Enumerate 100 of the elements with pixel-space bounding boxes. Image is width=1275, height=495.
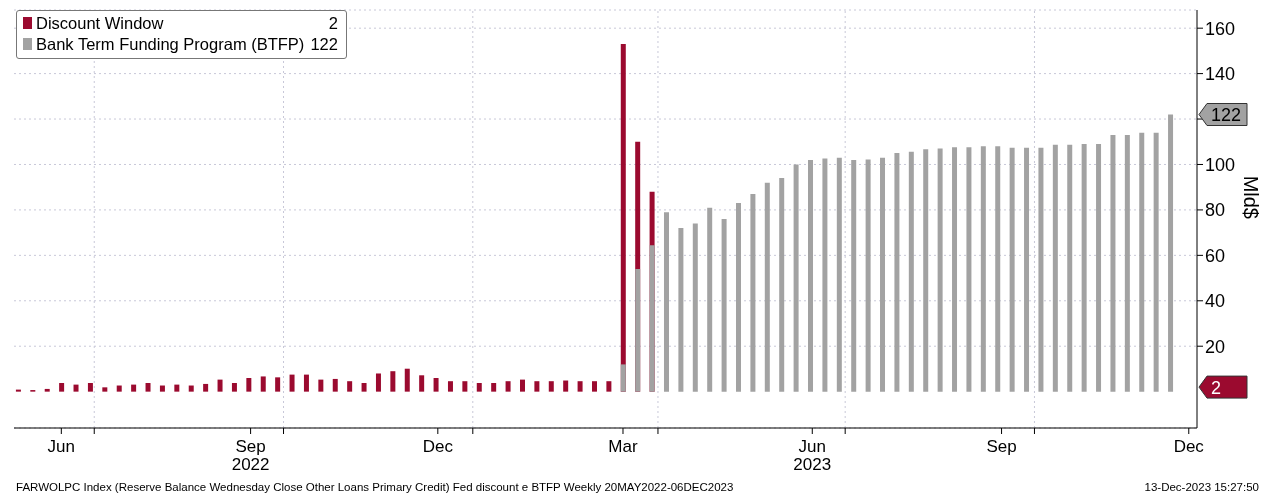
annotation: 122 xyxy=(1211,105,1242,125)
bar xyxy=(663,212,669,392)
bar xyxy=(1124,134,1130,392)
bar xyxy=(433,378,439,392)
bar xyxy=(591,381,597,392)
bar xyxy=(894,153,900,392)
bar xyxy=(1110,134,1116,392)
bar xyxy=(779,178,785,392)
bar xyxy=(159,385,165,392)
bar xyxy=(707,207,713,392)
bar xyxy=(375,373,381,392)
x-tick-label: Sep xyxy=(986,437,1017,457)
legend-label: Bank Term Funding Program (BTFP) xyxy=(36,34,305,55)
bar xyxy=(1168,114,1174,392)
bar xyxy=(131,384,137,392)
y-tick-label: 40 xyxy=(1205,291,1226,312)
bar xyxy=(880,157,886,392)
bar xyxy=(260,376,266,392)
bar xyxy=(548,381,554,392)
bar xyxy=(822,158,828,392)
bar xyxy=(361,383,367,392)
bar xyxy=(188,385,194,392)
bar xyxy=(390,371,396,392)
legend-label: Discount Window xyxy=(36,13,165,34)
bar xyxy=(347,381,353,392)
bar xyxy=(649,245,655,392)
bar xyxy=(534,381,540,392)
bar xyxy=(231,383,237,392)
x-tick-label: Jun 2023 xyxy=(793,437,832,475)
y-tick-label: 60 xyxy=(1205,245,1226,266)
bar xyxy=(908,151,914,392)
bar xyxy=(332,378,338,392)
bar xyxy=(462,381,468,392)
bar xyxy=(966,147,972,392)
bar xyxy=(116,385,122,392)
bar xyxy=(793,164,799,392)
bar xyxy=(102,387,108,392)
bar xyxy=(721,219,727,392)
bar xyxy=(692,223,698,392)
bar xyxy=(1153,132,1159,392)
bar xyxy=(289,374,295,392)
x-tick-label: Dec xyxy=(1173,437,1205,457)
bar xyxy=(764,182,770,392)
bar xyxy=(404,368,410,392)
bar xyxy=(606,381,612,392)
bar xyxy=(851,159,857,392)
bar xyxy=(952,147,958,392)
y-tick-label: 140 xyxy=(1205,64,1236,84)
bar xyxy=(1009,147,1015,392)
bar xyxy=(620,364,626,392)
bar xyxy=(1081,144,1087,392)
bar xyxy=(635,268,641,392)
bar xyxy=(865,159,871,392)
bar xyxy=(736,203,741,392)
bar xyxy=(1067,144,1073,392)
bar xyxy=(217,379,223,392)
x-tick-label: Mar xyxy=(608,437,638,457)
bar xyxy=(808,159,814,392)
bar xyxy=(505,381,511,392)
bar xyxy=(73,384,79,392)
bar xyxy=(203,383,209,392)
bar xyxy=(59,383,65,392)
text: 2 xyxy=(328,14,338,32)
bar xyxy=(995,146,1001,392)
bar xyxy=(563,380,569,392)
bar xyxy=(246,378,252,392)
bar xyxy=(15,389,21,392)
bar xyxy=(836,157,842,392)
x-tick-label: Sep 2022 xyxy=(231,437,270,475)
bar xyxy=(678,228,684,392)
bar xyxy=(519,379,525,392)
text: 13-Dec-2023 15:27:50 xyxy=(1144,480,1259,494)
bar xyxy=(275,377,281,392)
bar xyxy=(318,379,324,392)
bar xyxy=(447,381,453,392)
bar xyxy=(750,194,756,392)
text: FARWOLPC Index (Reserve Balance Wednesday Close Other Loans Primary Credit) Fed discount e BTFP Weekly 20MAY2022-06DEC2023 xyxy=(16,480,734,494)
bar xyxy=(1139,132,1145,392)
x-tick-label: Jun xyxy=(47,437,76,457)
y-tick-label: 100 xyxy=(1205,154,1236,175)
bar xyxy=(419,375,425,392)
bar xyxy=(44,388,50,392)
text: 122 xyxy=(310,35,338,53)
bar xyxy=(87,383,93,392)
annotation: 2 xyxy=(1211,377,1222,398)
bar xyxy=(937,148,943,392)
bar xyxy=(174,384,180,392)
bar xyxy=(303,374,309,392)
y-tick-label: 160 xyxy=(1205,18,1236,39)
bar xyxy=(145,383,151,392)
bar xyxy=(1052,144,1058,392)
y-axis-title: Mld$ xyxy=(1239,175,1262,219)
bar xyxy=(923,149,929,392)
bar xyxy=(1096,144,1102,392)
bar xyxy=(476,383,482,392)
bar xyxy=(1024,147,1030,392)
y-tick-label: 80 xyxy=(1205,200,1226,221)
bar xyxy=(980,146,986,392)
bar xyxy=(1038,147,1044,392)
bar xyxy=(491,383,497,392)
